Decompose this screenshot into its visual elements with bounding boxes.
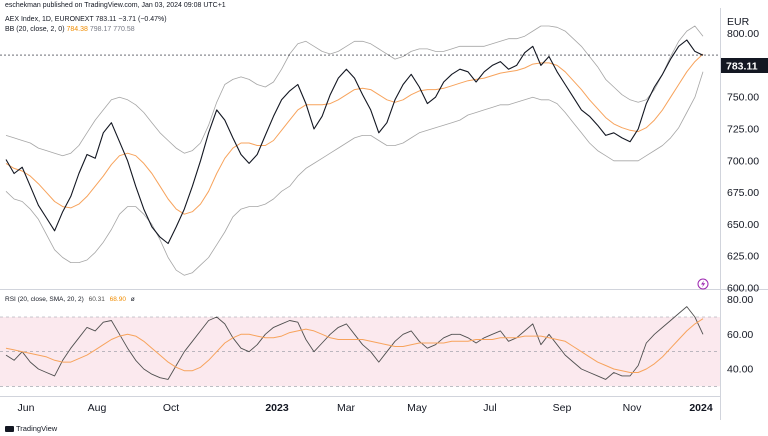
rsi-tick-label: 40.00 <box>727 364 753 376</box>
time-tick-label: Sep <box>553 402 572 414</box>
last-price-badge <box>721 58 768 73</box>
price-pane-series <box>5 25 704 276</box>
time-tick-label: Jul <box>483 402 496 414</box>
price-tick-label: 700.00 <box>727 155 759 167</box>
rsi-legend-value: 60.31 <box>89 296 106 303</box>
series-line-rsi_ma <box>5 318 704 373</box>
time-tick-label: 2023 <box>265 402 289 414</box>
rsi-tick-label: 80.00 <box>727 294 753 306</box>
svg-text:RSI (20, close, SMA, 20, 2): RSI (20, close, SMA, 20, 2) 60.31 68.90 … <box>5 296 135 303</box>
attribution: eschekman published on TradingView.com, … <box>5 2 226 9</box>
lightning-icon[interactable] <box>697 278 709 290</box>
series-line-basis <box>5 53 704 215</box>
price-tick-label: 725.00 <box>727 124 759 136</box>
last-price-label: 783.11 <box>726 61 758 73</box>
bb-legend-upper: 798.17 <box>89 26 112 33</box>
time-tick-label: Oct <box>163 402 179 414</box>
series-line-price <box>5 39 704 245</box>
rsi-pane-series <box>5 306 704 380</box>
rsi-legend-ma: 68.90 <box>110 296 127 303</box>
price-tick-label: 650.00 <box>727 219 759 231</box>
currency-label[interactable]: EUR <box>727 16 750 28</box>
series-line-upper <box>5 25 704 157</box>
time-tick-label: Jun <box>18 402 35 414</box>
tradingview-brand[interactable]: TradingView <box>5 424 57 433</box>
bb-legend-basis: 784.38 <box>66 26 88 33</box>
rsi-legend-label: RSI (20, close, SMA, 20, 2) <box>5 296 84 303</box>
price-tick-label: 600.00 <box>727 283 759 295</box>
price-tick-label: 625.00 <box>727 251 759 263</box>
bb-legend-lower: 770.58 <box>113 26 135 33</box>
time-tick-label: 2024 <box>689 402 713 414</box>
time-axis[interactable]: Jun Aug Oct 2023 Mar May Jul Sep Nov 2024 <box>18 402 713 414</box>
rsi-legend-extra: ø <box>131 296 135 303</box>
symbol-legend[interactable]: AEX Index, 1D, EURONEXT 783.11 −3.71 (−0… <box>5 16 167 23</box>
time-tick-label: May <box>407 402 428 414</box>
price-tick-label: 800.00 <box>727 28 759 40</box>
time-tick-label: Mar <box>337 402 356 414</box>
series-line-rsi <box>5 306 704 380</box>
rsi-tick-label: 60.00 <box>727 329 753 341</box>
tradingview-brand-label: TradingView <box>15 424 58 433</box>
time-tick-label: Aug <box>88 402 107 414</box>
time-tick-label: Nov <box>623 402 642 414</box>
rsi-axis[interactable]: 80.00 60.00 40.00 <box>727 294 753 375</box>
series-line-lower <box>5 71 704 276</box>
bb-legend-label: BB (20, close, 2, 0) <box>5 26 65 33</box>
rsi-legend[interactable]: RSI (20, close, SMA, 20, 2) 60.31 68.90 … <box>5 296 135 303</box>
price-tick-label: 750.00 <box>727 92 759 104</box>
bb-legend[interactable]: BB (20, close, 2, 0) 784.38 798.17 770.5… <box>5 26 135 33</box>
tradingview-logo-icon <box>5 426 14 433</box>
price-tick-label: 675.00 <box>727 187 759 199</box>
